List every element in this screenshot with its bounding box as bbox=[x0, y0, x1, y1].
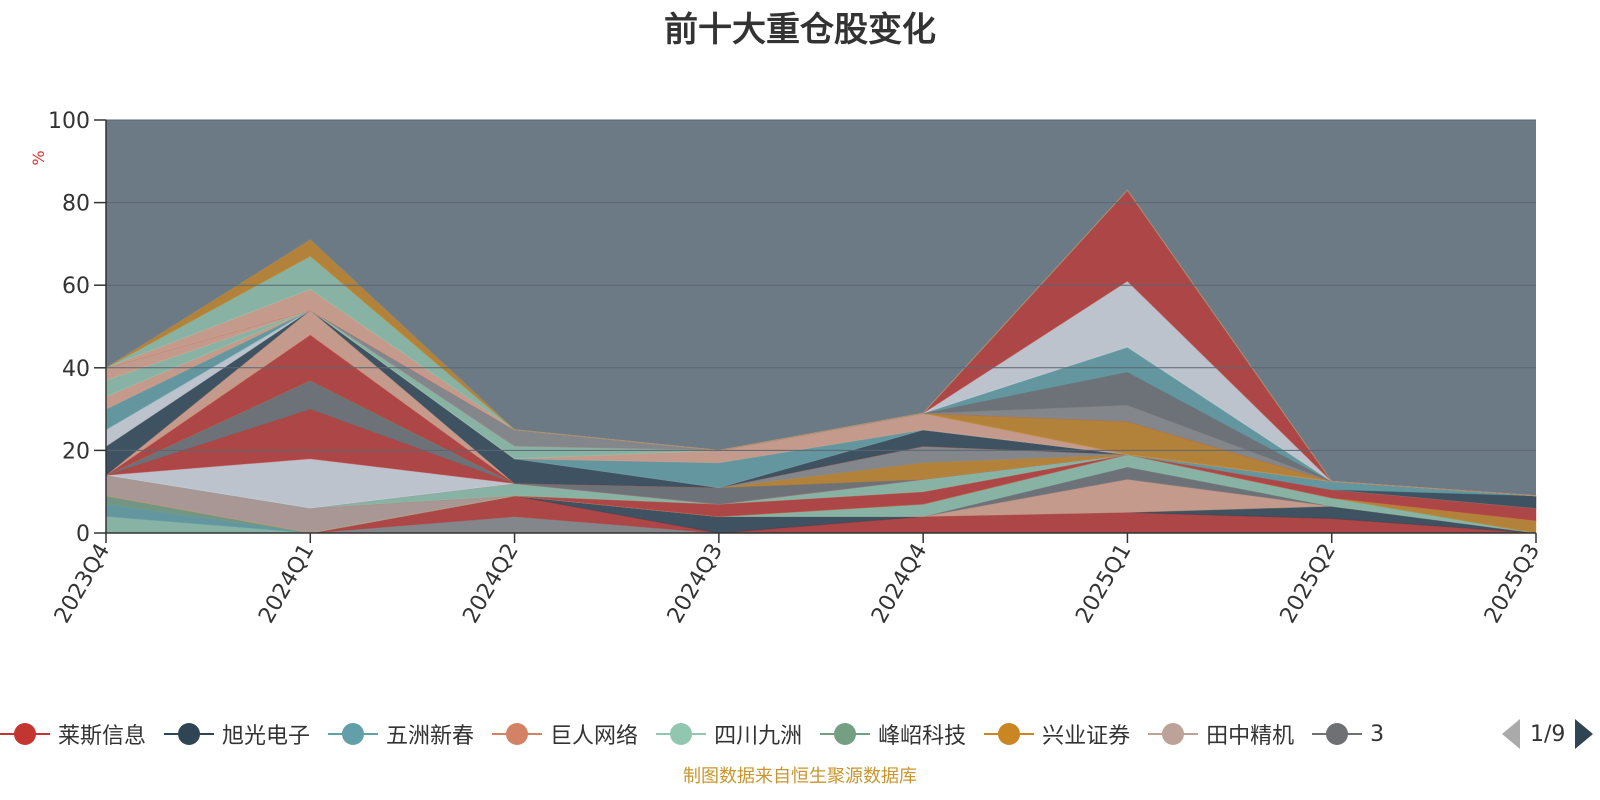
legend-item[interactable]: 巨人网络 bbox=[492, 712, 638, 756]
legend-item[interactable]: 3 bbox=[1312, 712, 1384, 756]
legend-item-label: 巨人网络 bbox=[550, 724, 639, 749]
legend-item[interactable]: 田中精机 bbox=[1148, 712, 1294, 756]
x-tick-label: 2024Q3 bbox=[663, 540, 728, 628]
legend-item-label: 田中精机 bbox=[1206, 724, 1295, 749]
legend-item[interactable]: 旭光电子 bbox=[164, 712, 310, 756]
legend-next-page-icon[interactable] bbox=[1575, 719, 1594, 749]
x-tick-label: 2023Q4 bbox=[50, 540, 115, 628]
y-tick-label: 40 bbox=[62, 357, 90, 382]
legend-swatch-icon bbox=[1312, 722, 1363, 746]
legend-swatch-icon bbox=[164, 722, 215, 746]
x-tick-label: 2024Q2 bbox=[458, 540, 523, 628]
x-tick-label: 2024Q4 bbox=[867, 540, 932, 628]
legend-item-label: 兴业证券 bbox=[1042, 724, 1131, 749]
legend-swatch-icon bbox=[656, 722, 707, 746]
legend-swatch-icon bbox=[0, 722, 50, 746]
legend-item[interactable]: 兴业证券 bbox=[984, 712, 1130, 756]
series-areas bbox=[105, 189, 1537, 534]
legend-item-label: 五洲新春 bbox=[386, 724, 475, 749]
y-axis-label: % bbox=[29, 150, 48, 165]
source-note: 制图数据来自恒生聚源数据库 bbox=[683, 766, 917, 787]
x-tick-label: 2025Q1 bbox=[1071, 540, 1136, 628]
legend-item[interactable]: 峰岹科技 bbox=[820, 712, 966, 756]
y-tick-label: 20 bbox=[62, 439, 90, 464]
legend-pager: 1/9 bbox=[1496, 712, 1600, 756]
legend-swatch-icon bbox=[820, 722, 871, 746]
legend-swatch-icon bbox=[328, 722, 379, 746]
legend-prev-page-icon[interactable] bbox=[1502, 719, 1520, 749]
legend-item-label: 3 bbox=[1370, 721, 1385, 747]
y-tick-label: 80 bbox=[62, 192, 90, 217]
series-area-41 bbox=[105, 189, 1537, 497]
x-tick-label: 2025Q2 bbox=[1276, 540, 1341, 628]
legend-swatch-icon bbox=[984, 722, 1035, 746]
grid-lines bbox=[106, 119, 1536, 451]
legend-item-label: 峰岹科技 bbox=[878, 724, 967, 749]
y-tick-label: 0 bbox=[76, 522, 90, 547]
legend-item[interactable]: 莱斯信息 bbox=[0, 712, 146, 756]
legend-item[interactable]: 五洲新春 bbox=[328, 712, 474, 756]
legend-item-label: 莱斯信息 bbox=[58, 724, 147, 749]
legend-swatch-icon bbox=[1148, 722, 1199, 746]
legend-page-indicator: 1/9 bbox=[1530, 721, 1566, 747]
stacked-area-chart: 0 20 40 60 80 100 2023Q4 2024Q1 2024Q2 2024Q3 2024… bbox=[29, 109, 1545, 628]
legend-item-label: 旭光电子 bbox=[222, 724, 311, 749]
y-tick-label: 100 bbox=[48, 109, 90, 134]
series-area-28 bbox=[105, 309, 1537, 497]
legend-item[interactable]: 四川九洲 bbox=[656, 712, 802, 756]
x-tick-label: 2024Q1 bbox=[254, 540, 319, 628]
chart-title: 前十大重仓股变化 bbox=[664, 10, 936, 50]
legend-swatch-icon bbox=[492, 722, 543, 746]
legend-item-label: 四川九洲 bbox=[714, 724, 803, 749]
series-area-11 bbox=[105, 453, 1537, 522]
y-tick-label: 60 bbox=[62, 274, 90, 299]
legend: 莱斯信息 旭光电子 五洲新春 巨人网络 四川九洲 峰岹科技 兴业证券 田中精机 3 bbox=[0, 712, 1496, 756]
x-tick-label: 2025Q3 bbox=[1480, 540, 1545, 628]
